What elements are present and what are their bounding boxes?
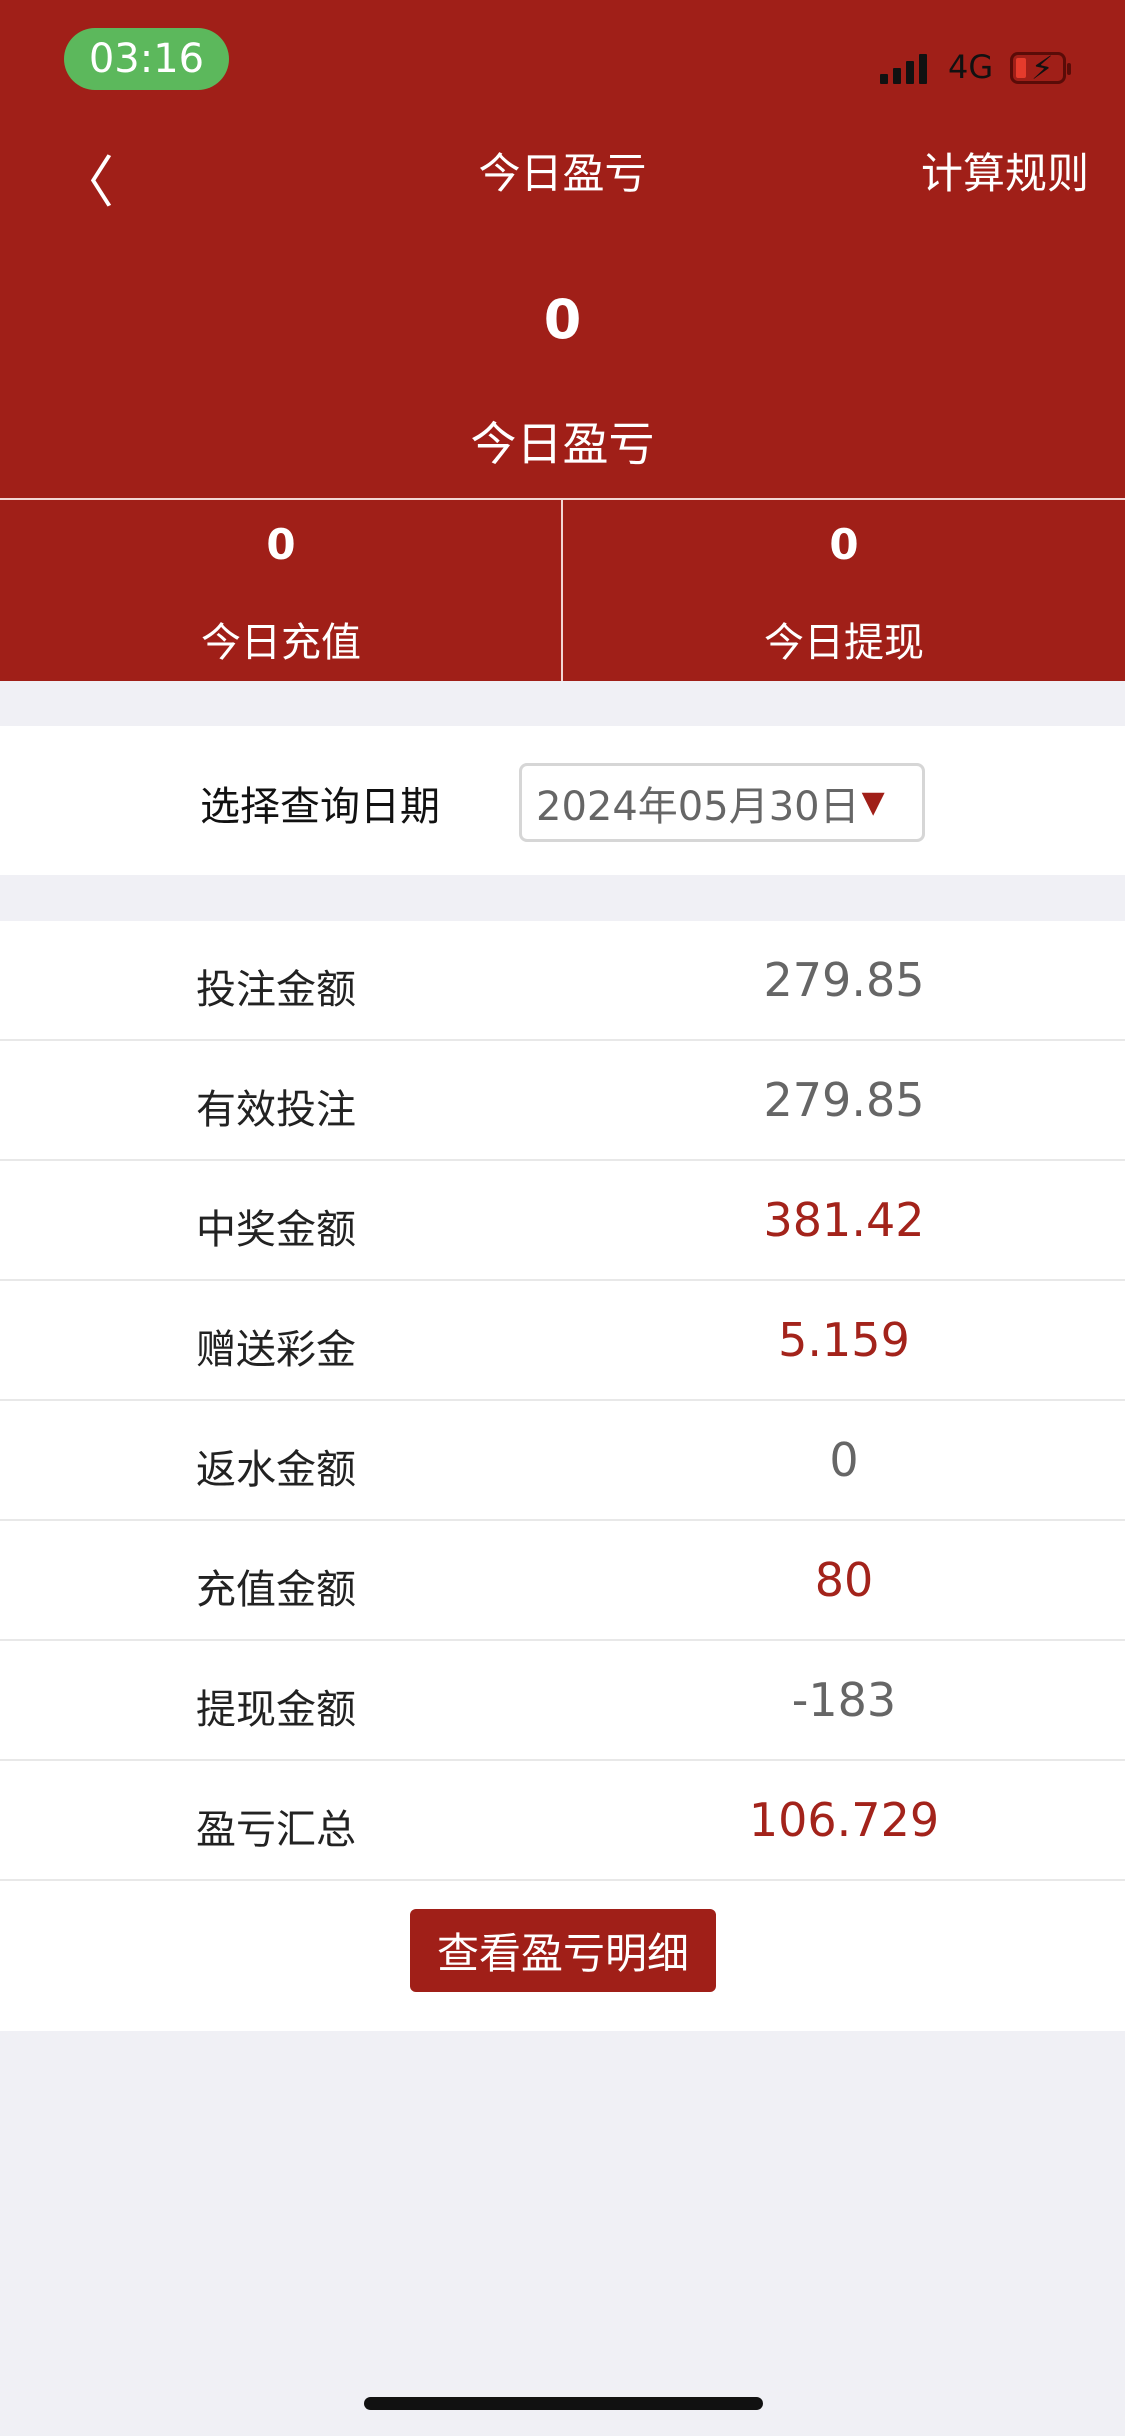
row-label: 充值金额 — [196, 1567, 356, 1613]
table-row: 盈亏汇总 106.729 — [0, 1761, 1125, 1881]
row-value: -183 — [791, 1673, 897, 1727]
caret-down-icon: ▼ — [861, 785, 885, 820]
stat-value: 0 — [829, 520, 859, 569]
table-row: 有效投注 279.85 — [0, 1041, 1125, 1161]
row-value: 279.85 — [763, 1073, 925, 1127]
view-details-button[interactable]: 查看盈亏明细 — [410, 1909, 716, 1992]
date-select[interactable]: 2024年05月30日 ▼ — [519, 763, 925, 842]
date-filter: 选择查询日期 2024年05月30日 ▼ — [0, 726, 1125, 875]
row-label: 中奖金额 — [196, 1207, 356, 1253]
row-value: 381.42 — [763, 1193, 925, 1247]
row-label: 返水金额 — [196, 1447, 356, 1493]
row-label: 有效投注 — [196, 1087, 356, 1133]
header: 03:16 4G ⚡ 〈 今日盈亏 计算规则 0 今日盈亏 0 今日充值 0 今… — [0, 0, 1125, 681]
row-value: 5.159 — [778, 1313, 910, 1367]
divider — [0, 498, 1125, 500]
stat-label: 今日充值 — [201, 620, 361, 666]
table-row: 投注金额 279.85 — [0, 921, 1125, 1041]
row-label: 盈亏汇总 — [196, 1807, 356, 1853]
row-value: 80 — [814, 1553, 874, 1607]
page-title: 今日盈亏 — [478, 149, 647, 198]
row-label: 提现金额 — [196, 1687, 356, 1733]
table-row: 充值金额 80 — [0, 1521, 1125, 1641]
back-button[interactable]: 〈 — [58, 151, 114, 216]
stat-today-deposit: 0 今日充值 — [0, 520, 562, 668]
table-row: 提现金额 -183 — [0, 1641, 1125, 1761]
row-label: 投注金额 — [196, 967, 356, 1013]
today-profit-label: 今日盈亏 — [470, 417, 655, 471]
row-value: 279.85 — [763, 953, 925, 1007]
home-indicator[interactable] — [364, 2397, 763, 2410]
stat-today-withdraw: 0 今日提现 — [563, 520, 1125, 668]
row-value: 0 — [829, 1433, 859, 1487]
battery-charging-icon: ⚡ — [1010, 49, 1071, 87]
divider — [561, 500, 563, 681]
network-type: 4G — [948, 48, 994, 86]
date-value: 2024年05月30日 — [536, 783, 860, 830]
stat-value: 0 — [266, 520, 296, 569]
summary-table: 投注金额 279.85 有效投注 279.85 中奖金额 381.42 赠送彩金 5.159 返… — [0, 921, 1125, 2031]
stat-label: 今日提现 — [764, 620, 924, 666]
table-row: 中奖金额 381.42 — [0, 1161, 1125, 1281]
status-time: 03:16 — [64, 28, 229, 90]
today-profit-value: 0 — [543, 288, 582, 351]
calculation-rules-button[interactable]: 计算规则 — [920, 149, 1089, 198]
signal-icon — [880, 52, 927, 84]
row-value: 106.729 — [748, 1793, 940, 1847]
table-row: 赠送彩金 5.159 — [0, 1281, 1125, 1401]
date-filter-label: 选择查询日期 — [200, 784, 440, 830]
row-label: 赠送彩金 — [196, 1327, 356, 1373]
table-row: 返水金额 0 — [0, 1401, 1125, 1521]
